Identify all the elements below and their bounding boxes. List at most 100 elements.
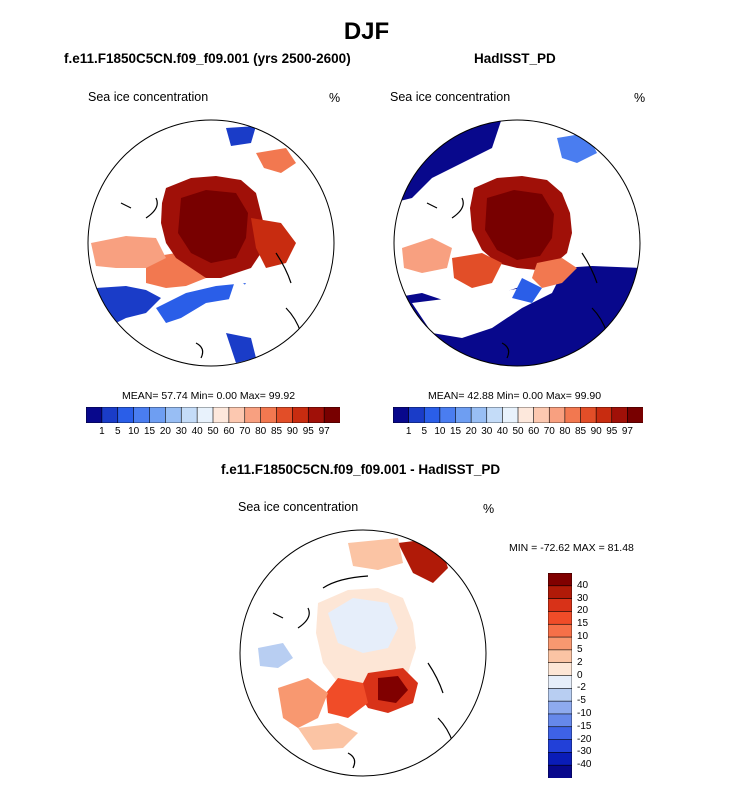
colorbar-tick-label: 50	[207, 426, 219, 437]
colorbar-tick-label: 10	[434, 426, 446, 437]
panel2-coastline	[426, 197, 608, 359]
colorbar-tick-label: 10	[577, 631, 589, 643]
colorbar-tick-label: 30	[577, 592, 589, 604]
colorbar-swatch	[393, 407, 410, 423]
colorbar-tick-label: 70	[543, 426, 555, 437]
colorbar-tick-label: -30	[577, 746, 592, 758]
colorbar-tick-label: 80	[559, 426, 571, 437]
colorbar-tick-label: 15	[143, 426, 156, 437]
panel2-title: HadISST_PD	[474, 51, 556, 66]
panel1-colorbar-ticks: 1 5 10 15 20 30 40 50 60 70 80 85 90 95 97	[86, 426, 340, 440]
colorbar-tick-label: 30	[175, 426, 187, 437]
colorbar-tick-label: 10	[128, 426, 140, 437]
colorbar-tick-label: 90	[590, 426, 602, 437]
panel1-region-labrador	[226, 278, 261, 343]
panel1-region-ice-edge	[88, 266, 334, 366]
colorbar-swatch	[548, 662, 572, 677]
colorbar-swatch	[212, 407, 230, 423]
panel2-region-hudson	[402, 238, 452, 273]
panel1-region-okhotsk-blue	[226, 126, 256, 146]
colorbar-swatch	[548, 623, 572, 638]
colorbar-tick-label: 20	[577, 605, 589, 617]
colorbar-tick-label: 30	[481, 426, 493, 437]
colorbar-swatch	[423, 407, 441, 423]
colorbar-swatch	[548, 726, 572, 741]
colorbar-swatch	[149, 407, 167, 423]
colorbar-swatch	[180, 407, 198, 423]
panel3-title: f.e11.F1850C5CN.f09_f09.001 - HadISST_PD	[221, 462, 501, 477]
colorbar-tick-label: 20	[159, 426, 171, 437]
colorbar-tick-label: -10	[577, 707, 592, 719]
panel1-region-okhotsk	[256, 148, 296, 173]
colorbar-tick-label: 15	[449, 426, 462, 437]
panel2-stats: MEAN= 42.88 Min= 0.00 Max= 99.90	[428, 390, 602, 402]
colorbar-tick-label: 85	[574, 426, 587, 437]
colorbar-tick-label: -20	[577, 733, 592, 745]
figure-title: DJF	[343, 18, 390, 45]
colorbar-swatch	[439, 407, 457, 423]
colorbar-swatch	[86, 407, 103, 423]
panel3-region-labrador	[278, 678, 328, 728]
colorbar-tick-label: 97	[621, 426, 633, 437]
colorbar-swatch	[517, 407, 535, 423]
panel2-region-barents-blue	[512, 278, 542, 303]
panel1-polar-map	[87, 119, 335, 367]
colorbar-swatch	[133, 407, 151, 423]
panel3-polar-map	[239, 529, 487, 777]
panel1-units: %	[329, 91, 341, 105]
colorbar-swatch	[101, 407, 119, 423]
panel2-colorbar	[393, 407, 643, 423]
colorbar-swatch	[595, 407, 613, 423]
panel2-region-canada	[452, 253, 502, 288]
colorbar-swatch	[502, 407, 519, 423]
colorbar-swatch	[117, 407, 135, 423]
panel3-region-hudson	[258, 643, 293, 668]
colorbar-tick-label: -40	[577, 759, 592, 771]
colorbar-tick-label: 97	[318, 426, 330, 437]
colorbar-swatch	[548, 675, 572, 690]
panel3-units: %	[483, 502, 495, 516]
colorbar-swatch	[533, 407, 551, 423]
colorbar-tick-label: 60	[223, 426, 235, 437]
panel1-region-ice-edge-red	[91, 236, 166, 268]
colorbar-tick-label: 85	[270, 426, 283, 437]
panel1-variable-label: Sea ice concentration	[88, 90, 209, 104]
colorbar-swatch	[548, 713, 572, 728]
colorbar-tick-label: 40	[191, 426, 203, 437]
colorbar-tick-label: 40	[577, 579, 589, 591]
colorbar-swatch	[470, 407, 488, 423]
colorbar-swatch	[228, 407, 246, 423]
colorbar-swatch	[292, 407, 310, 423]
colorbar-tick-label: 5	[114, 426, 121, 437]
panel1-region-central-arctic-core	[178, 190, 248, 263]
colorbar-tick-label: -15	[577, 720, 592, 732]
panel1-region-labrador-blue	[226, 333, 256, 363]
colorbar-swatch	[548, 688, 572, 702]
colorbar-tick-label: 90	[286, 426, 298, 437]
panel2-region-barents	[532, 258, 577, 288]
colorbar-swatch	[627, 407, 643, 423]
panel3-region-barents-core	[378, 676, 408, 703]
panel2-region-open-ocean	[394, 266, 640, 366]
panel3-variable-label: Sea ice concentration	[238, 500, 359, 514]
panel2-region-central-arctic-core	[485, 190, 554, 260]
panel1-colorbar	[86, 407, 340, 423]
colorbar-tick-label: 1	[99, 426, 105, 437]
colorbar-swatch	[323, 407, 340, 423]
colorbar-swatch	[548, 573, 572, 587]
panel2-polar-map	[393, 119, 641, 367]
colorbar-swatch	[548, 611, 572, 626]
colorbar-swatch	[486, 407, 504, 423]
panel1-region-ice-edge-blue	[156, 283, 246, 323]
colorbar-swatch	[564, 407, 582, 423]
colorbar-tick-label: 95	[302, 426, 314, 437]
colorbar-swatch	[276, 407, 294, 423]
colorbar-tick-label: 70	[239, 426, 251, 437]
colorbar-swatch	[196, 407, 214, 423]
panel3-region-north-atlantic	[298, 723, 358, 750]
panel3-region-greenland-sea	[326, 678, 368, 718]
colorbar-swatch	[548, 764, 572, 778]
panel1-title: f.e11.F1850C5CN.f09_f09.001 (yrs 2500-26…	[64, 51, 351, 66]
panel2-colorbar-ticks: 1 5 10 15 20 30 40 50 60 70 80 85 90 95 97	[393, 426, 643, 440]
colorbar-swatch	[548, 636, 572, 651]
